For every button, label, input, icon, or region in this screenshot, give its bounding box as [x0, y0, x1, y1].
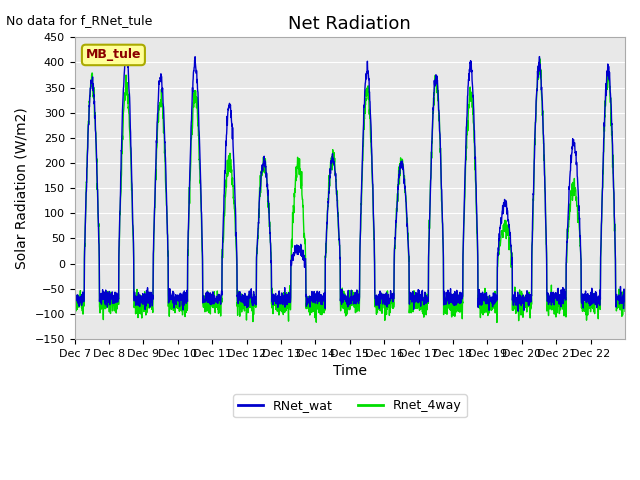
Line: Rnet_4way: Rnet_4way [75, 59, 625, 323]
Text: MB_tule: MB_tule [86, 48, 141, 61]
Title: Net Radiation: Net Radiation [289, 15, 412, 33]
RNet_wat [614, 295, 621, 300]
Rnet_4way [536, 56, 543, 62]
RNet_wat [516, 295, 524, 301]
RNet_wat [383, 304, 391, 310]
Rnet_4way [126, 127, 134, 132]
Rnet_4way [383, 290, 390, 296]
Rnet_4way [71, 312, 79, 317]
RNet_wat [71, 292, 79, 298]
RNet_wat [122, 50, 129, 56]
RNet_wat [621, 297, 629, 302]
RNet_wat [244, 302, 252, 308]
RNet_wat [547, 296, 555, 302]
Rnet_4way [621, 308, 629, 314]
Rnet_4way [244, 301, 252, 307]
Rnet_4way [493, 320, 500, 325]
Rnet_4way [516, 287, 524, 293]
Y-axis label: Solar Radiation (W/m2): Solar Radiation (W/m2) [15, 107, 29, 269]
Line: RNet_wat: RNet_wat [75, 53, 625, 311]
X-axis label: Time: Time [333, 364, 367, 378]
Rnet_4way [614, 296, 621, 301]
Legend: RNet_wat, Rnet_4way: RNet_wat, Rnet_4way [233, 394, 467, 417]
Rnet_4way [547, 300, 555, 306]
RNet_wat [515, 308, 522, 314]
Text: No data for f_RNet_tule: No data for f_RNet_tule [6, 14, 153, 27]
RNet_wat [126, 103, 134, 108]
